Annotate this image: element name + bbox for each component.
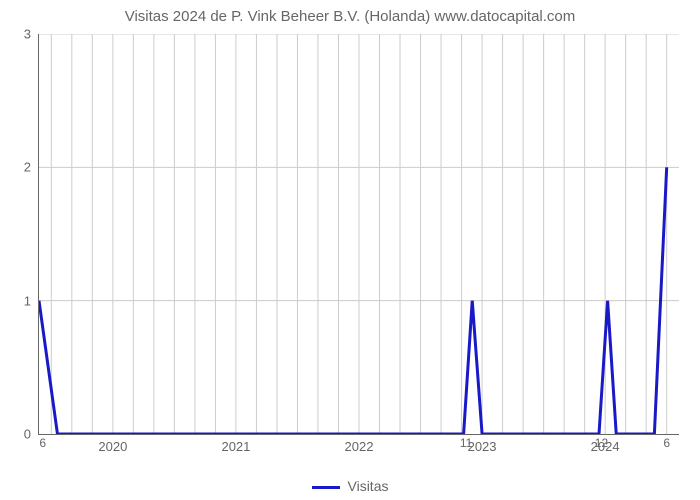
- plot-area: 012320202021202220232024611126: [38, 34, 679, 435]
- value-label: 6: [39, 436, 46, 450]
- legend-line: [312, 486, 340, 489]
- y-tick: 1: [24, 293, 39, 308]
- y-tick: 2: [24, 160, 39, 175]
- x-tick: 2021: [221, 439, 250, 454]
- legend: Visitas: [0, 478, 700, 494]
- y-tick: 3: [24, 27, 39, 42]
- chart-svg: [39, 34, 679, 434]
- value-label: 6: [663, 436, 670, 450]
- legend-label: Visitas: [348, 478, 389, 494]
- y-tick: 0: [24, 427, 39, 442]
- value-label: 12: [595, 436, 608, 450]
- visits-chart: Visitas 2024 de P. Vink Beheer B.V. (Hol…: [0, 0, 700, 500]
- chart-title: Visitas 2024 de P. Vink Beheer B.V. (Hol…: [0, 8, 700, 25]
- x-tick: 2020: [98, 439, 127, 454]
- value-label: 11: [460, 436, 472, 450]
- x-tick: 2022: [345, 439, 374, 454]
